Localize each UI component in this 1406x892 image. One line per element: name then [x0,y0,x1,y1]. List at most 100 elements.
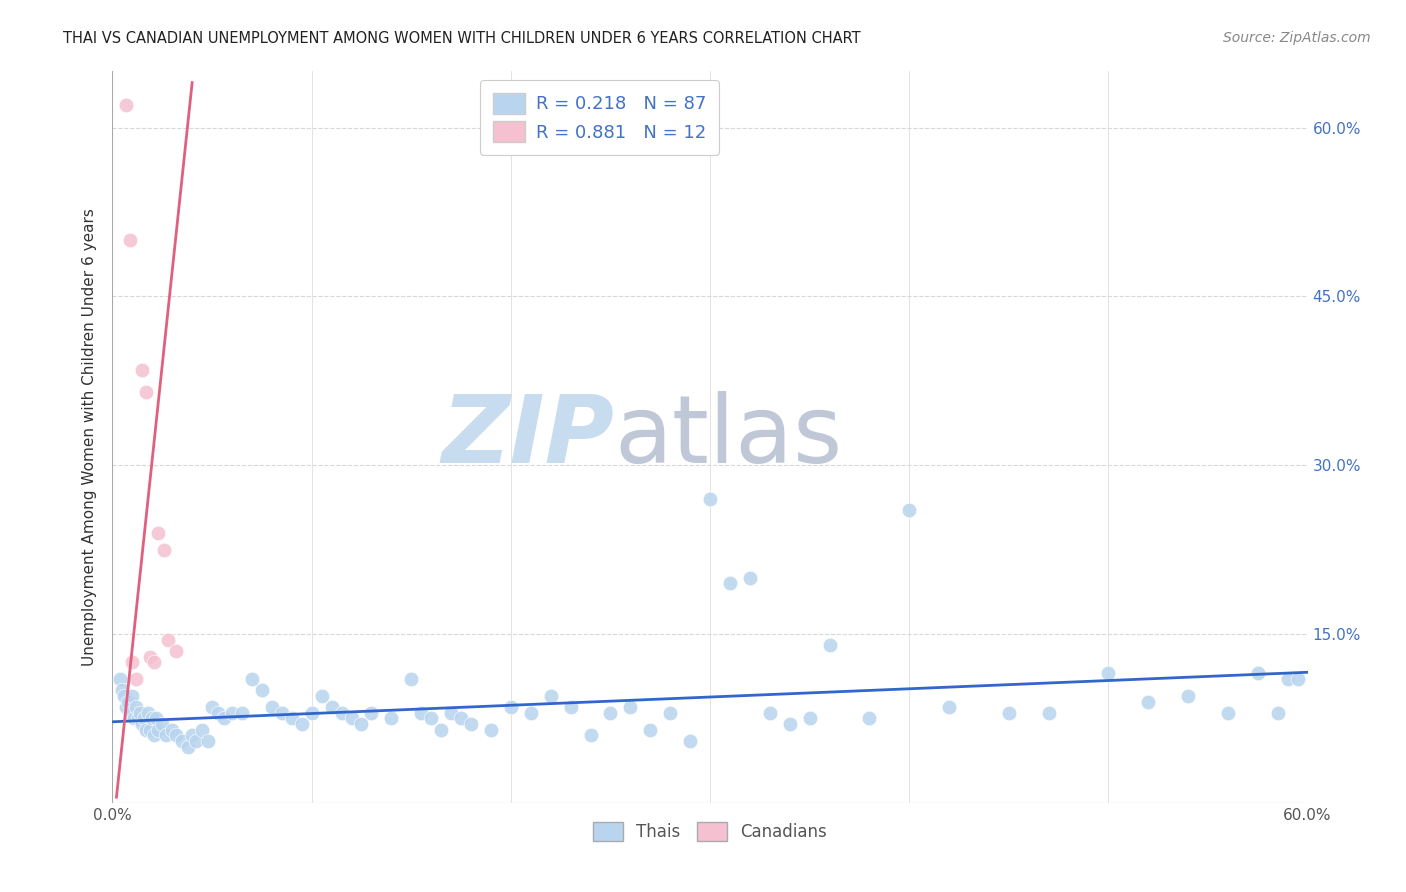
Point [1286,672,1309,686]
Legend: Thais, Canadians: Thais, Canadians [581,811,839,853]
Point [350,717,373,731]
Point [311,689,333,703]
Point [818,638,841,652]
Point [291,717,314,731]
Point [1247,666,1270,681]
Point [718,576,741,591]
Point [197,734,219,748]
Point [143,728,166,742]
Point [619,700,641,714]
Point [560,700,582,714]
Point [998,706,1021,720]
Point [380,711,402,725]
Point [659,706,682,720]
Point [1267,706,1289,720]
Point [1177,689,1199,703]
Point [1137,694,1160,708]
Point [134,711,156,725]
Point [460,717,482,731]
Point [165,728,187,742]
Y-axis label: Unemployment Among Women with Children Under 6 years: Unemployment Among Women with Children U… [82,208,97,666]
Point [135,385,157,400]
Point [799,711,821,725]
Point [115,700,138,714]
Point [779,717,801,731]
Point [401,672,423,686]
Point [120,706,142,720]
Point [138,706,160,720]
Point [330,706,353,720]
Point [430,723,453,737]
Point [599,706,621,720]
Point [240,672,263,686]
Point [131,362,153,376]
Point [679,734,702,748]
Point [640,723,662,737]
Point [699,491,721,506]
Point [420,711,443,725]
Point [207,706,229,720]
Point [231,706,253,720]
Point [111,683,134,698]
Point [135,723,157,737]
Point [221,706,243,720]
Point [499,700,522,714]
Point [162,723,183,737]
Point [321,700,343,714]
Point [114,689,135,703]
Point [479,723,502,737]
Point [340,711,363,725]
Point [143,655,166,669]
Point [141,711,163,725]
Point [155,728,177,742]
Point [115,98,138,112]
Point [411,706,433,720]
Point [360,706,382,720]
Point [540,689,562,703]
Point [579,728,602,742]
Point [172,734,194,748]
Point [212,711,235,725]
Point [260,700,283,714]
Point [858,711,880,725]
Point [191,723,214,737]
Point [186,734,208,748]
Point [201,700,224,714]
Point [1216,706,1239,720]
Point [139,649,162,664]
Point [150,717,173,731]
Point [281,711,304,725]
Point [125,700,148,714]
Point [148,723,170,737]
Point [1038,706,1060,720]
Point [177,739,200,754]
Point [139,723,162,737]
Text: THAI VS CANADIAN UNEMPLOYMENT AMONG WOMEN WITH CHILDREN UNDER 6 YEARS CORRELATIO: THAI VS CANADIAN UNEMPLOYMENT AMONG WOME… [63,31,860,46]
Point [181,728,204,742]
Point [1097,666,1119,681]
Point [165,644,187,658]
Point [250,683,273,698]
Point [270,706,292,720]
Point [898,503,921,517]
Point [145,711,167,725]
Point [121,655,143,669]
Point [301,706,323,720]
Point [127,711,149,725]
Point [129,706,152,720]
Point [120,233,142,247]
Text: atlas: atlas [614,391,842,483]
Point [125,672,148,686]
Point [440,706,463,720]
Text: Source: ZipAtlas.com: Source: ZipAtlas.com [1223,31,1371,45]
Point [738,571,761,585]
Point [759,706,782,720]
Point [110,672,132,686]
Point [148,525,170,540]
Point [157,632,180,647]
Point [124,711,146,725]
Point [131,717,153,731]
Point [450,711,472,725]
Point [121,689,143,703]
Point [117,694,139,708]
